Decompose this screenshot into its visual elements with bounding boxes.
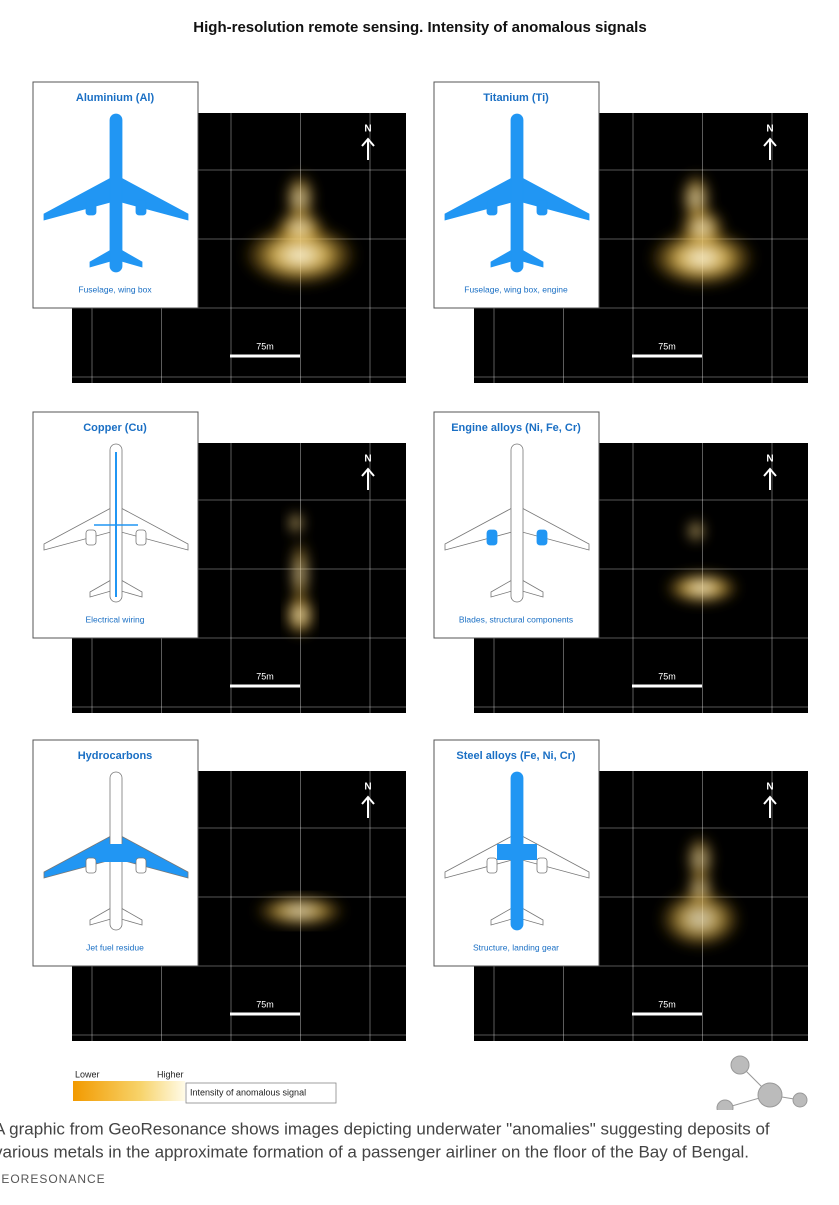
airplane	[444, 113, 590, 273]
molecule	[716, 1055, 808, 1117]
panel: N 75m Hydrocarbons Jet fuel residue	[32, 739, 406, 1041]
north-label: N	[364, 124, 371, 135]
anomaly	[648, 172, 756, 288]
anomaly-glow	[289, 537, 311, 609]
engine	[536, 857, 548, 874]
engine	[135, 199, 147, 216]
anomaly-glow	[242, 223, 358, 287]
card-title: Aluminium (Al)	[76, 92, 155, 104]
panel: N 75m Copper (Cu) Electrical wiring	[32, 411, 406, 713]
anomaly-glow	[658, 889, 742, 949]
card-title: Hydrocarbons	[78, 750, 153, 762]
legend-high: Higher	[157, 1069, 184, 1079]
scale-label: 75m	[256, 999, 274, 1009]
legend-gradient	[73, 1081, 185, 1101]
card-caption: Electrical wiring	[85, 614, 144, 624]
anomaly-glow	[284, 593, 316, 637]
engine	[536, 529, 548, 546]
engine	[135, 529, 147, 546]
engine	[85, 199, 97, 216]
engine	[486, 529, 498, 546]
north-label: N	[364, 782, 371, 793]
card-caption: Jet fuel residue	[86, 942, 144, 952]
north-arrow	[763, 467, 777, 490]
north-label: N	[766, 782, 773, 793]
card-caption: Blades, structural components	[459, 614, 573, 624]
anomaly	[664, 518, 740, 605]
card-title: Titanium (Ti)	[483, 92, 549, 104]
legend-box	[185, 1082, 337, 1104]
north-arrow	[361, 795, 375, 818]
card-caption: Fuselage, wing box, engine	[464, 284, 568, 294]
anomaly-glow	[685, 869, 715, 909]
scale-label: 75m	[658, 999, 676, 1009]
anomaly	[242, 172, 358, 287]
airplane	[444, 443, 590, 603]
caption-line: various metals in the approximate format…	[0, 1142, 749, 1161]
card-title: Copper (Cu)	[83, 422, 147, 434]
engine	[486, 857, 498, 874]
airplane	[43, 443, 189, 603]
north-label: N	[364, 454, 371, 465]
scale-label: 75m	[658, 341, 676, 351]
anomaly-glow	[648, 228, 756, 288]
anomaly	[658, 834, 742, 949]
airplane	[444, 771, 590, 931]
north-label: N	[766, 454, 773, 465]
legend-label: Intensity of anomalous signal	[190, 1087, 306, 1097]
scale-label: 75m	[256, 671, 274, 681]
north-label: N	[766, 124, 773, 135]
structure-band	[497, 844, 537, 860]
anomaly-glow	[685, 518, 707, 544]
anomaly-glow	[664, 571, 740, 605]
legend-low: Lower	[75, 1069, 100, 1079]
panel: N 75m Engine alloys (Ni, Fe, Cr) Blades, st…	[433, 411, 808, 713]
fuselage	[510, 113, 524, 273]
scale-label: 75m	[256, 341, 274, 351]
north-arrow	[763, 795, 777, 818]
caption-line: A graphic from GeoResonance shows images…	[0, 1119, 770, 1138]
anomaly-glow	[678, 206, 726, 250]
fuselage	[510, 443, 524, 603]
title: High-resolution remote sensing. Intensit…	[193, 19, 646, 36]
anomaly-glow	[274, 208, 326, 248]
anomaly	[254, 894, 346, 928]
north-arrow	[763, 137, 777, 160]
panel: N 75m Titanium (Ti) Fuselage, wing box, eng…	[433, 81, 808, 383]
anomaly	[284, 510, 316, 637]
card-caption: Structure, landing gear	[473, 942, 559, 952]
engine	[536, 199, 548, 216]
north-arrow	[361, 467, 375, 490]
anomaly-glow	[685, 834, 715, 884]
fuselage	[109, 113, 123, 273]
anomaly-glow	[286, 510, 306, 536]
north-arrow	[361, 137, 375, 160]
fuel-band	[96, 844, 136, 862]
credit: GEORESONANCE	[0, 1172, 106, 1186]
engine	[135, 857, 147, 874]
engine	[486, 199, 498, 216]
panel: N 75m Steel alloys (Fe, Ni, Cr) Structure, …	[433, 739, 808, 1041]
scale-label: 75m	[658, 671, 676, 681]
anomaly-glow	[254, 894, 346, 928]
airplane	[43, 771, 189, 931]
card-title: Engine alloys (Ni, Fe, Cr)	[451, 422, 581, 434]
card-caption: Fuselage, wing box	[78, 284, 152, 294]
engine	[85, 529, 97, 546]
card-title: Steel alloys (Fe, Ni, Cr)	[456, 750, 576, 762]
airplane	[43, 113, 189, 273]
panel: N 75m Aluminium (Al) Fuselage, wing box	[32, 81, 406, 383]
engine	[85, 857, 97, 874]
